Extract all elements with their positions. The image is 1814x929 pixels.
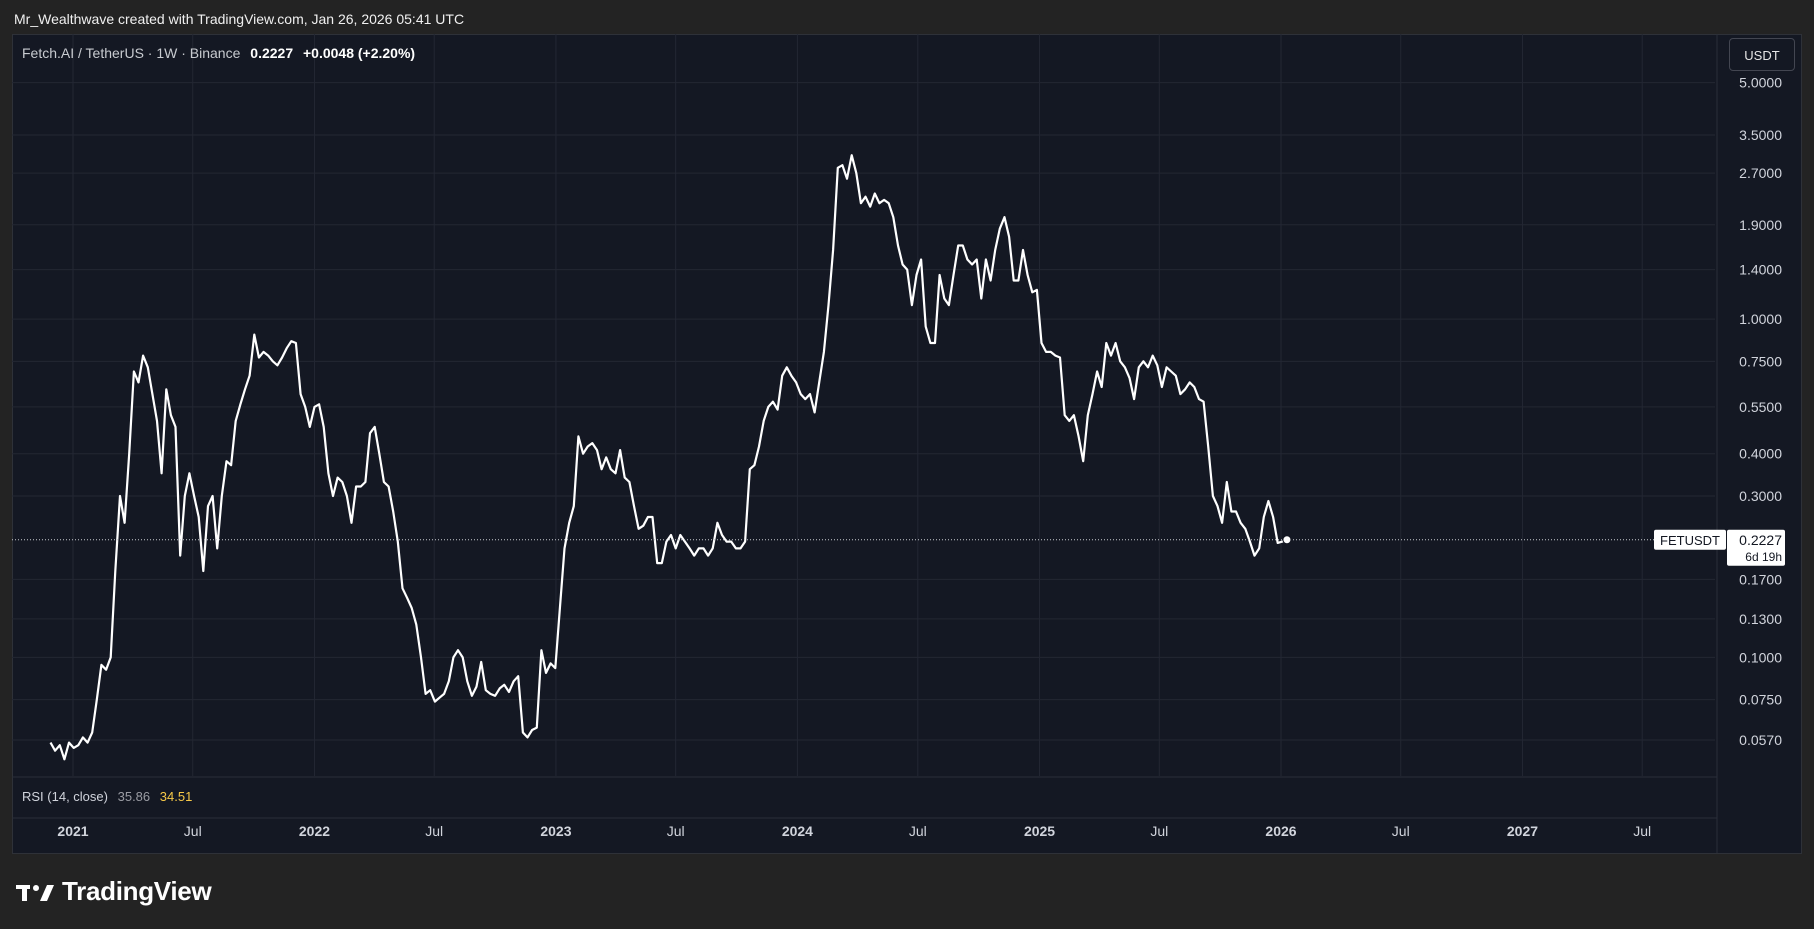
current-price: 0.2227: [250, 45, 294, 61]
x-tick-label: 2023: [540, 823, 571, 839]
y-tick-label: 1.9000: [1739, 217, 1782, 233]
y-tick-label: 0.1300: [1739, 611, 1782, 627]
x-tick-label: 2025: [1024, 823, 1055, 839]
bar-countdown-label: 6d 19h: [1745, 550, 1782, 564]
price-tag-box: [1727, 529, 1785, 566]
x-tick-label: 2022: [299, 823, 330, 839]
rsi-value: 35.86: [117, 789, 151, 804]
y-tick-label: 1.4000: [1739, 262, 1782, 278]
y-tick-label: 5.0000: [1739, 75, 1782, 91]
currency-button[interactable]: USDT: [1729, 38, 1795, 71]
x-tick-label: Jul: [425, 823, 443, 839]
x-tick-label: Jul: [184, 823, 202, 839]
brand-name: TradingView: [62, 876, 212, 906]
x-tick-label: 2027: [1507, 823, 1538, 839]
y-tick-label: 1.0000: [1739, 311, 1782, 327]
price-series-line: [49, 154, 1288, 761]
tradingview-logo-icon: [16, 884, 54, 901]
x-tick-label: Jul: [1392, 823, 1410, 839]
y-tick-label: 0.1000: [1739, 649, 1782, 665]
y-tick-label: 3.5000: [1739, 127, 1782, 143]
x-tick-label: Jul: [1150, 823, 1168, 839]
rsi-ma-value: 34.51: [159, 789, 193, 804]
rsi-label: RSI (14, close): [22, 789, 108, 804]
x-tick-label: 2021: [57, 823, 88, 839]
y-tick-label: 0.3000: [1739, 488, 1782, 504]
last-price-dot: [1282, 535, 1292, 545]
watermark-text: Mr_Wealthwave created with TradingView.c…: [14, 11, 465, 27]
symbol-description: Fetch.AI / TetherUS · 1W · Binance: [22, 45, 241, 61]
symbol-tag: FETUSDT: [1660, 533, 1720, 548]
chart-header: Fetch.AI / TetherUS · 1W · Binance 0.222…: [22, 45, 415, 61]
chart-frame: [12, 34, 1802, 854]
x-tick-label: Jul: [909, 823, 927, 839]
x-tick-label: 2026: [1265, 823, 1296, 839]
series-layer: [12, 154, 1717, 761]
rsi-legend[interactable]: RSI (14, close) 35.86 34.51: [22, 789, 192, 804]
grid: [12, 34, 1718, 853]
symbol-tag-box: [1654, 529, 1726, 550]
x-tick-label: Jul: [667, 823, 685, 839]
price-change: +0.0048 (+2.20%): [303, 45, 416, 61]
axis-layer: 5.0000 3.5000 2.7000 1.9000 1.4000 1.0000 0.75…: [57, 75, 1785, 839]
y-tick-label: 0.0750: [1739, 692, 1782, 708]
y-tick-label: 2.7000: [1739, 165, 1782, 181]
y-tick-label: 0.7500: [1739, 353, 1782, 369]
y-tick-label: 0.5500: [1739, 399, 1782, 415]
last-price-label: 0.2227: [1739, 532, 1782, 548]
y-tick-label: 0.4000: [1739, 446, 1782, 462]
x-tick-label: Jul: [1633, 823, 1651, 839]
y-tick-label: 0.0570: [1739, 732, 1782, 748]
tradingview-logo[interactable]: TradingView: [16, 876, 212, 907]
y-tick-label: 0.1700: [1739, 571, 1782, 587]
x-tick-label: 2024: [782, 823, 813, 839]
